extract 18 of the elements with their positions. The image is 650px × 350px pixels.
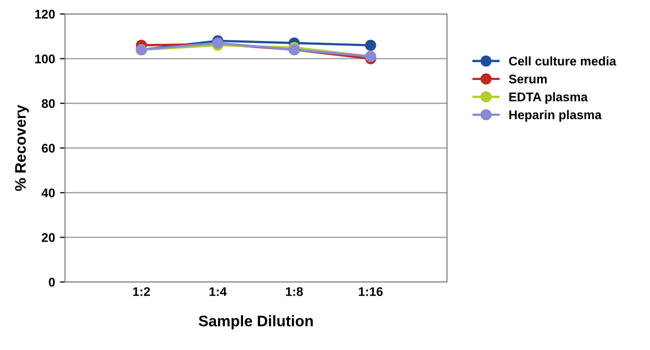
x-tick-label: 1:16	[358, 287, 383, 296]
y-tick-label: 100	[35, 54, 55, 64]
point	[365, 40, 376, 51]
y-tick-label: 40	[42, 188, 55, 198]
y-tick-label: 20	[42, 233, 55, 242]
x-tick-label: 1:2	[133, 287, 150, 296]
y-tick-label: 80	[42, 99, 55, 108]
y-axis-title: % Recovery	[15, 104, 29, 191]
legend-label: Cell culture media	[509, 56, 616, 66]
legend-label: Serum	[508, 74, 547, 84]
x-tick-label: 1:4	[210, 287, 227, 296]
legend-label: Heparin plasma	[509, 110, 602, 122]
x-tick-label: 1:8	[286, 287, 303, 296]
y-tick-label: 120	[35, 10, 55, 19]
y-tick-label: 60	[42, 144, 55, 153]
x-axis-title: Sample Dilution	[198, 315, 313, 330]
legend-label: EDTA plasma	[509, 92, 588, 104]
y-tick-label: 0	[48, 278, 55, 287]
